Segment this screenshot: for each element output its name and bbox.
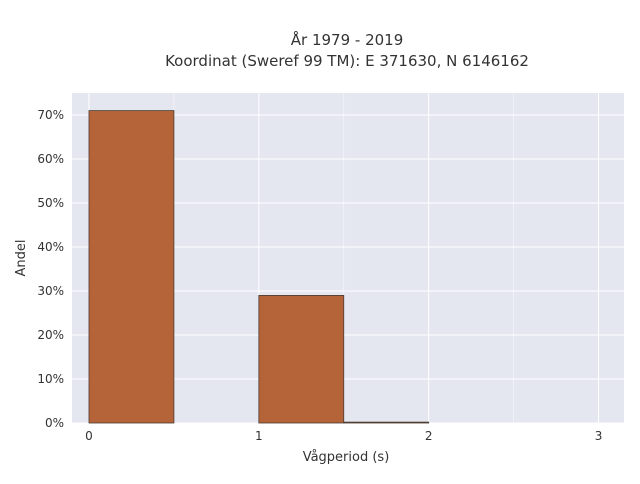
y-tick-label: 0% [45, 416, 64, 430]
chart-title-line1: År 1979 - 2019 [291, 30, 404, 49]
histogram-bar-1 [258, 294, 345, 424]
plot-area: 0 1 2 30%10%20%30%40%50%60%70% [37, 93, 624, 443]
y-tick-label: 70% [37, 108, 64, 122]
y-axis-title: Andel [14, 240, 29, 277]
y-tick-label: 30% [37, 284, 64, 298]
x-tick-label: 1 [255, 429, 263, 443]
x-tick-label: 3 [595, 429, 603, 443]
y-tick-label: 50% [37, 196, 64, 210]
x-axis-title: Vågperiod (s) [303, 450, 390, 465]
histogram-bar-2 [343, 421, 430, 424]
x-tick-label: 2 [425, 429, 433, 443]
y-tick-label: 60% [37, 152, 64, 166]
y-tick-label: 20% [37, 328, 64, 342]
chart-title-line2: Koordinat (Sweref 99 TM): E 371630, N 61… [165, 52, 529, 70]
y-tick-label: 40% [37, 240, 64, 254]
y-tick-label: 10% [37, 372, 64, 386]
x-tick-label: 0 [85, 429, 93, 443]
histogram-bar-0 [88, 110, 175, 424]
